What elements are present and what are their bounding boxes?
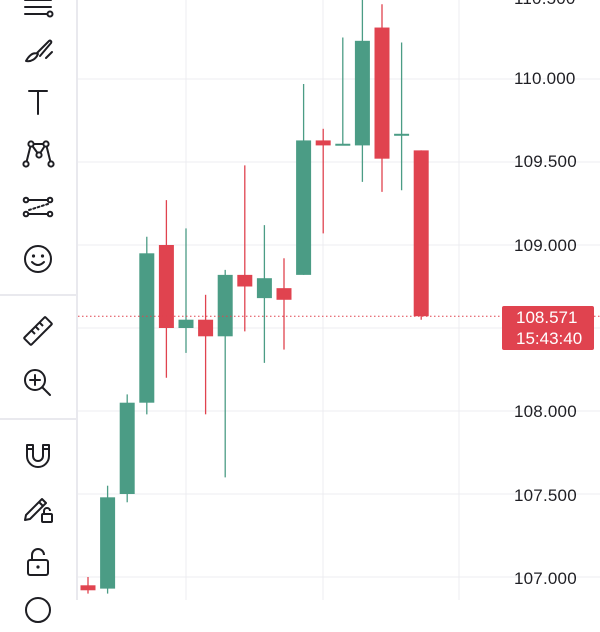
candle-body[interactable] (237, 274, 253, 287)
candle-body[interactable] (119, 402, 135, 494)
candle-body[interactable] (198, 319, 214, 337)
lock-drawing-icon[interactable] (13, 486, 63, 530)
price-axis-label: 107.000 (514, 569, 577, 588)
lock-icon[interactable] (13, 540, 63, 584)
last-price-tag: 108.571 15:43:40 (502, 306, 594, 350)
toolbar-divider (0, 418, 76, 420)
price-axis-label: 108.000 (514, 402, 577, 421)
price-axis-label: 109.000 (514, 236, 577, 255)
candle-body[interactable] (335, 143, 351, 146)
candle-body[interactable] (276, 288, 292, 300)
candle-body[interactable] (100, 497, 116, 589)
candle-body[interactable] (394, 133, 410, 136)
chart-area[interactable] (78, 0, 600, 600)
candle-body[interactable] (374, 27, 390, 159)
eye-icon[interactable] (13, 588, 63, 632)
prediction-icon[interactable] (13, 185, 63, 229)
magnet-icon[interactable] (13, 433, 63, 477)
price-axis-label: 110.500 (514, 0, 576, 9)
candlestick-chart[interactable] (78, 0, 600, 600)
candle-body[interactable] (158, 245, 174, 328)
pattern-icon[interactable] (13, 131, 63, 175)
candle-body[interactable] (80, 585, 96, 591)
price-axis-label: 109.500 (514, 152, 577, 171)
candle-body[interactable] (178, 319, 194, 328)
brush-icon[interactable] (13, 28, 63, 72)
emoji-icon[interactable] (13, 237, 63, 281)
last-price-value: 108.571 (516, 308, 578, 327)
text-icon[interactable] (13, 80, 63, 124)
candle-body[interactable] (354, 40, 370, 146)
zoom-in-icon[interactable] (13, 361, 63, 405)
price-axis-label: 110.000 (514, 69, 576, 88)
candle-body[interactable] (413, 150, 429, 317)
candle-body[interactable] (296, 140, 312, 275)
toolbar-border (76, 0, 78, 600)
candle-body[interactable] (139, 253, 155, 403)
bar-countdown: 15:43:40 (516, 329, 583, 348)
lines-menu-icon[interactable] (13, 0, 63, 30)
drawing-toolbar (0, 0, 76, 623)
candle-body[interactable] (256, 278, 272, 299)
toolbar-divider (0, 294, 76, 296)
candle-body[interactable] (315, 140, 331, 146)
candle-body[interactable] (217, 274, 233, 337)
price-axis-label: 107.500 (514, 486, 577, 505)
ruler-icon[interactable] (13, 309, 63, 353)
